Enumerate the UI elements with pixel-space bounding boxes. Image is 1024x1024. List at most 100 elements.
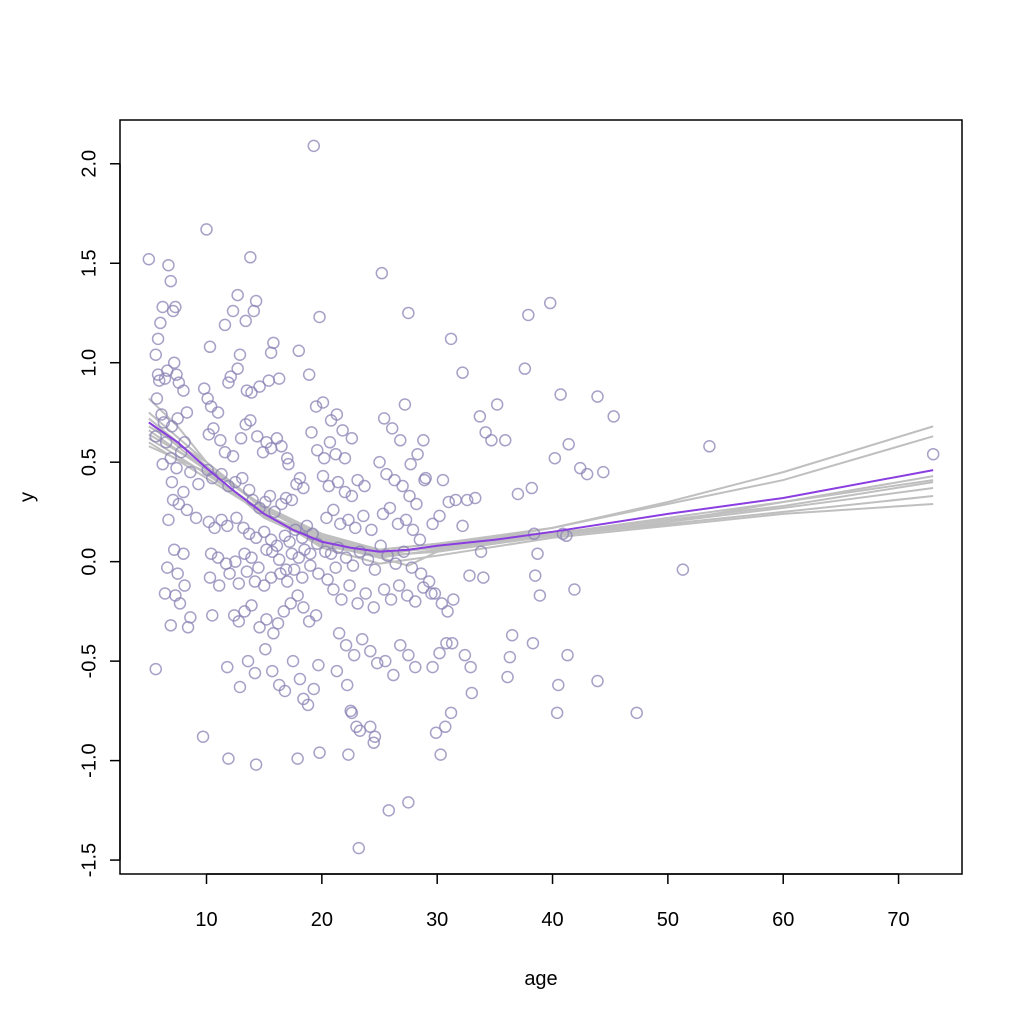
- data-point: [391, 517, 405, 531]
- data-point: [236, 471, 249, 485]
- y-tick-label: 0.0: [78, 548, 100, 576]
- data-point: [345, 432, 359, 445]
- y-tick-label: -1.0: [78, 743, 100, 777]
- data-point: [266, 664, 279, 678]
- data-point: [316, 396, 330, 409]
- data-point: [245, 551, 258, 564]
- data-point: [469, 491, 482, 505]
- data-point: [249, 758, 263, 771]
- data-point: [343, 579, 356, 592]
- data-point: [429, 726, 443, 739]
- data-point: [238, 547, 251, 560]
- data-point: [158, 372, 172, 385]
- data-point: [345, 489, 359, 503]
- data-point: [206, 609, 219, 622]
- data-point: [285, 547, 299, 560]
- data-point: [552, 678, 565, 692]
- data-point: [485, 434, 498, 447]
- data-point: [208, 521, 221, 535]
- data-point: [377, 583, 391, 596]
- data-point: [154, 316, 167, 330]
- data-point: [394, 638, 407, 652]
- data-point: [413, 533, 427, 547]
- data-point: [505, 629, 519, 642]
- data-point: [204, 547, 218, 560]
- data-point: [441, 605, 454, 618]
- data-point: [398, 398, 412, 411]
- data-point: [291, 752, 304, 765]
- data-point: [152, 374, 166, 387]
- data-point: [248, 666, 262, 680]
- data-point: [463, 569, 476, 582]
- data-point: [200, 223, 213, 236]
- y-axis: -1.5 -1.0 -0.5 0.0 0.5 1.0 1.5 2.0: [78, 150, 121, 877]
- data-point: [327, 583, 340, 596]
- data-point: [364, 720, 377, 734]
- data-point: [170, 368, 183, 381]
- data-point: [597, 465, 610, 479]
- data-point: [259, 642, 272, 656]
- data-point: [458, 648, 472, 662]
- data-point: [353, 545, 367, 558]
- data-point: [365, 523, 378, 537]
- data-point: [404, 457, 417, 471]
- data-point: [351, 597, 364, 610]
- data-point: [161, 561, 174, 574]
- data-point: [211, 406, 225, 419]
- data-point: [464, 660, 477, 674]
- data-point: [201, 392, 214, 405]
- data-point: [361, 553, 375, 566]
- data-point: [332, 627, 346, 640]
- data-point: [338, 451, 352, 465]
- data-point: [159, 436, 173, 449]
- y-tick-label: 1.5: [78, 249, 100, 277]
- data-point: [272, 553, 286, 566]
- data-point: [338, 485, 352, 499]
- data-point: [417, 581, 430, 594]
- x-tick-label: 60: [772, 909, 794, 931]
- data-point: [445, 636, 459, 650]
- data-point: [302, 368, 316, 381]
- data-point: [435, 597, 449, 610]
- data-point: [359, 587, 372, 600]
- data-point: [428, 587, 442, 600]
- data-point: [222, 376, 235, 389]
- data-point: [249, 294, 263, 308]
- data-point: [384, 593, 398, 606]
- data-point: [226, 449, 240, 463]
- data-point: [573, 461, 587, 475]
- data-point: [383, 501, 397, 515]
- data-point: [230, 511, 243, 525]
- data-point: [402, 648, 415, 662]
- data-point: [373, 455, 386, 469]
- x-tick-label: 50: [657, 909, 679, 931]
- data-point: [278, 684, 292, 698]
- data-point: [334, 517, 347, 531]
- data-point: [280, 575, 294, 588]
- data-point: [358, 479, 371, 493]
- data-point: [367, 736, 381, 749]
- data-point: [196, 730, 210, 743]
- data-point: [456, 366, 469, 379]
- data-point: [286, 654, 300, 668]
- data-point: [414, 567, 428, 580]
- data-point: [221, 660, 234, 674]
- data-point: [526, 636, 540, 650]
- data-point: [439, 720, 452, 734]
- y-tick-label: 2.0: [78, 150, 100, 178]
- data-point: [307, 682, 321, 696]
- data-point: [533, 589, 547, 602]
- data-point: [297, 481, 310, 495]
- data-point: [192, 477, 205, 491]
- data-point: [284, 597, 297, 610]
- data-point: [405, 561, 419, 574]
- data-point: [561, 648, 574, 662]
- y-axis-title: y: [16, 492, 38, 502]
- data-point: [323, 436, 337, 449]
- data-point: [402, 306, 415, 320]
- data-point: [309, 400, 323, 413]
- y-tick-label: -1.5: [78, 843, 100, 877]
- data-point: [245, 599, 258, 612]
- data-point: [399, 513, 413, 527]
